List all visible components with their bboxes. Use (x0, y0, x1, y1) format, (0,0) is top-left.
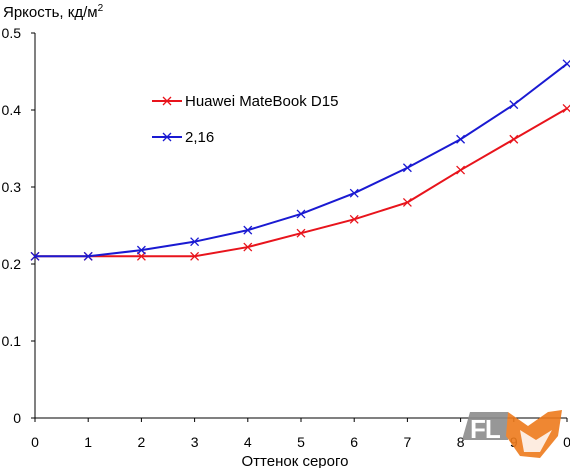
x-tick-label: 0 (563, 434, 570, 450)
legend: Huawei MateBook D15 2,16 (152, 93, 338, 146)
x-tick-label: 1 (84, 434, 92, 450)
data-point-marker (509, 134, 519, 144)
series-group (30, 59, 570, 261)
x-axis-title: Оттенок серого (242, 453, 349, 468)
x-tick-label: 3 (191, 434, 199, 450)
data-point-marker (296, 228, 306, 238)
x-tick-label: 2 (138, 434, 146, 450)
y-tick-label: 0.3 (2, 179, 22, 195)
fl-watermark-logo: FL (462, 410, 562, 458)
series-2 (30, 59, 570, 261)
data-point-marker (30, 251, 40, 261)
data-point-marker (456, 165, 466, 175)
x-tick-label: 4 (244, 434, 252, 450)
legend-label: Huawei MateBook D15 (185, 93, 338, 110)
data-point-marker (190, 237, 200, 247)
data-point-marker (349, 214, 359, 224)
watermark-banner (462, 412, 508, 440)
data-point-marker (402, 197, 412, 207)
x-tick-label: 8 (457, 434, 465, 450)
y-tick-label: 0 (13, 410, 21, 426)
fox-face-icon (520, 430, 552, 452)
x-tick-label: 5 (297, 434, 305, 450)
fox-head-icon (506, 410, 562, 458)
x-tick-label: 6 (350, 434, 358, 450)
y-tick-label: 0.1 (2, 333, 22, 349)
data-point-marker (190, 251, 200, 261)
legend-marker (162, 96, 172, 106)
y-tick-label: 0.5 (2, 25, 22, 41)
data-point-marker (243, 225, 253, 235)
x-tick-label: 0 (31, 434, 39, 450)
series-1 (30, 104, 570, 261)
data-point-marker (349, 188, 359, 198)
x-tick-labels: 01234567890 (31, 434, 570, 450)
x-tick-label: 7 (404, 434, 412, 450)
data-point-marker (296, 209, 306, 219)
data-point-marker (402, 163, 412, 173)
y-tick-labels: 0 0.1 0.2 0.3 0.4 0.5 (2, 25, 22, 426)
y-axis-title: Яркость, кд/м2 (3, 3, 104, 21)
y-tick-label: 0.2 (2, 256, 22, 272)
data-point-marker (243, 242, 253, 252)
data-point-marker (83, 251, 93, 261)
data-point-marker (562, 104, 570, 113)
chart-axes (31, 32, 568, 422)
watermark-text: FL (470, 414, 501, 444)
data-point-marker (456, 134, 466, 144)
data-point-marker (509, 100, 519, 110)
y-tick-label: 0.4 (2, 102, 22, 118)
series-line (35, 107, 568, 258)
data-point-marker (136, 245, 146, 255)
legend-label: 2,16 (185, 129, 214, 146)
data-point-marker (562, 59, 570, 69)
legend-marker (162, 132, 172, 142)
